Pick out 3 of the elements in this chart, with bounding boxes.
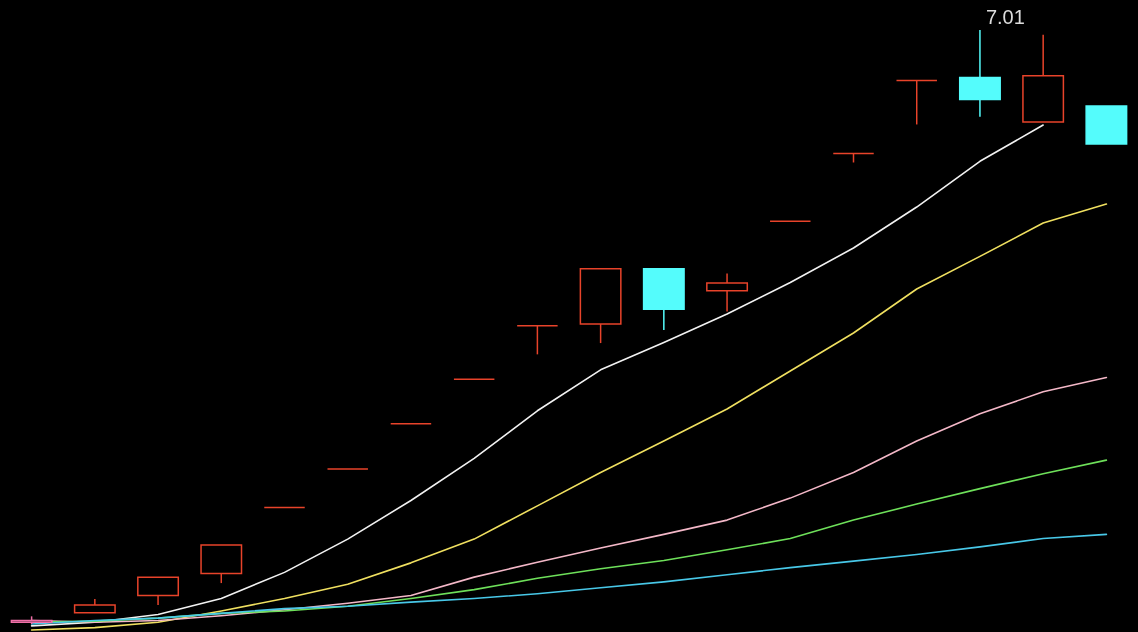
text: 7.01 [985,6,1025,28]
candlestick [516,325,559,356]
candlestick [895,79,938,126]
